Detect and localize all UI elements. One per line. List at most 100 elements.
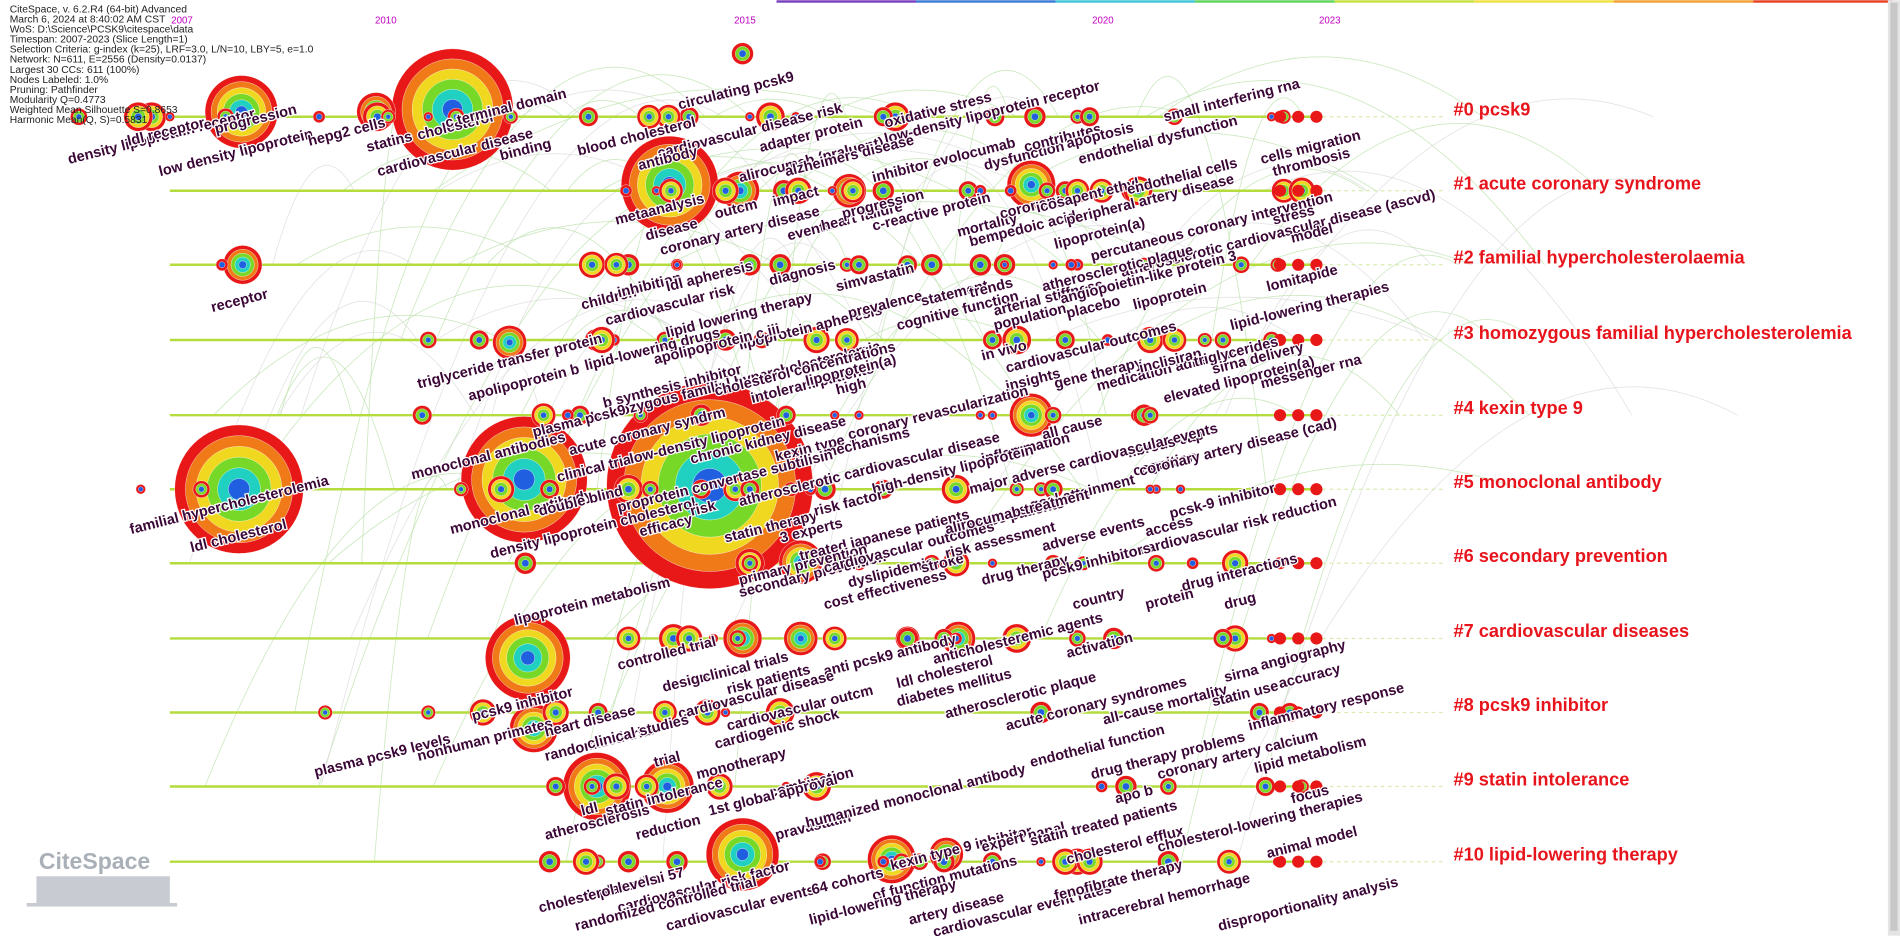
link bbox=[350, 299, 743, 639]
node-ring bbox=[1074, 635, 1081, 642]
link bbox=[400, 66, 706, 341]
node-ring bbox=[1086, 113, 1093, 121]
node-ring bbox=[198, 486, 205, 493]
link bbox=[955, 242, 1472, 564]
node-ring bbox=[736, 848, 749, 861]
link bbox=[280, 347, 353, 416]
link bbox=[1154, 294, 1530, 416]
recent-node bbox=[1273, 409, 1287, 422]
node-ring bbox=[776, 708, 784, 717]
node-ring bbox=[856, 560, 862, 566]
node-ring bbox=[734, 635, 741, 642]
header-line: Modularity Q=0.4773 bbox=[10, 95, 106, 106]
node-ring bbox=[1080, 560, 1087, 566]
time-color-strip bbox=[1334, 0, 1475, 3]
year-label: 2010 bbox=[375, 15, 397, 26]
node-ring bbox=[1262, 783, 1269, 790]
node-ring bbox=[545, 857, 554, 866]
node-ring bbox=[952, 635, 960, 642]
cluster-label: #4 kexin type 9 bbox=[1454, 398, 1583, 418]
node-ring bbox=[880, 858, 887, 865]
node-ring bbox=[661, 336, 668, 344]
time-color-strip bbox=[776, 0, 917, 3]
node-ring bbox=[797, 634, 805, 643]
node-ring bbox=[1098, 187, 1105, 194]
node-ring bbox=[1038, 486, 1044, 492]
node-ring bbox=[1171, 113, 1178, 120]
node-ring bbox=[624, 485, 633, 494]
node-ring bbox=[521, 559, 530, 568]
link bbox=[1151, 164, 1368, 266]
recent-node bbox=[1310, 632, 1323, 645]
node-ring bbox=[1153, 560, 1160, 567]
recent-node bbox=[1292, 409, 1305, 422]
node-ring bbox=[497, 485, 505, 493]
node-ring bbox=[673, 857, 681, 866]
node-ring bbox=[1165, 783, 1172, 790]
node-ring bbox=[1146, 336, 1154, 344]
header-line: Weighted Mean Silhouette S=0.8653 bbox=[10, 105, 178, 116]
logo: CiteSpace bbox=[26, 848, 178, 907]
node-ring bbox=[1189, 560, 1196, 567]
node-ring bbox=[697, 485, 705, 493]
link bbox=[787, 231, 849, 341]
node-ring bbox=[746, 485, 754, 493]
time-color-strip bbox=[1055, 0, 1196, 3]
node-ring bbox=[418, 411, 426, 419]
recent-node bbox=[1273, 483, 1287, 496]
link bbox=[1149, 355, 1401, 490]
recent-node bbox=[1273, 333, 1287, 347]
node-ring bbox=[505, 338, 514, 347]
node-ring bbox=[589, 783, 596, 790]
node-ring bbox=[952, 485, 960, 494]
node-ring bbox=[927, 260, 936, 269]
node-ring bbox=[218, 261, 226, 268]
node-ring bbox=[552, 783, 560, 790]
link bbox=[1158, 56, 1483, 118]
node-ring bbox=[1050, 560, 1057, 567]
header-line: March 6, 2024 at 8:40:02 AM CST bbox=[10, 14, 166, 25]
node-ring bbox=[638, 412, 644, 418]
link bbox=[1097, 168, 1366, 416]
link bbox=[1147, 222, 1425, 341]
recent-node bbox=[1310, 184, 1323, 197]
link bbox=[296, 226, 542, 266]
node-ring bbox=[807, 486, 814, 493]
node-ring bbox=[594, 709, 602, 716]
node-ring bbox=[989, 412, 996, 418]
link bbox=[1108, 463, 1522, 564]
node-ring bbox=[793, 114, 799, 120]
node-ring bbox=[816, 858, 824, 865]
node-ring bbox=[222, 113, 229, 120]
node-ring bbox=[746, 560, 753, 567]
node-ring bbox=[1268, 114, 1275, 120]
recent-node bbox=[1310, 333, 1323, 347]
node-ring bbox=[1238, 261, 1245, 268]
node-ring bbox=[1086, 858, 1094, 866]
node-ring bbox=[1044, 187, 1051, 194]
node-ring bbox=[856, 412, 862, 418]
recent-node bbox=[1310, 706, 1323, 719]
node-ring bbox=[794, 187, 802, 195]
link bbox=[486, 227, 704, 416]
node-ring bbox=[667, 187, 675, 194]
node-ring bbox=[1050, 412, 1057, 419]
link bbox=[609, 317, 1023, 713]
node-ring bbox=[766, 112, 775, 121]
node-ring bbox=[653, 188, 659, 194]
node-ring bbox=[1231, 559, 1239, 567]
node-ring bbox=[758, 336, 765, 344]
node-ring bbox=[1147, 412, 1154, 419]
node-ring bbox=[1177, 486, 1184, 492]
header-line: Selection Criteria: g-index (k=25), LRF=… bbox=[10, 45, 314, 56]
node-ring bbox=[564, 412, 572, 419]
node-ring bbox=[898, 858, 905, 865]
node-ring bbox=[732, 486, 739, 493]
link bbox=[491, 363, 541, 416]
node-ring bbox=[722, 709, 729, 716]
node-ring bbox=[647, 486, 654, 493]
cluster-label: #9 statin intolerance bbox=[1454, 769, 1630, 789]
node-ring bbox=[1122, 782, 1130, 791]
node-ring bbox=[1225, 858, 1233, 865]
